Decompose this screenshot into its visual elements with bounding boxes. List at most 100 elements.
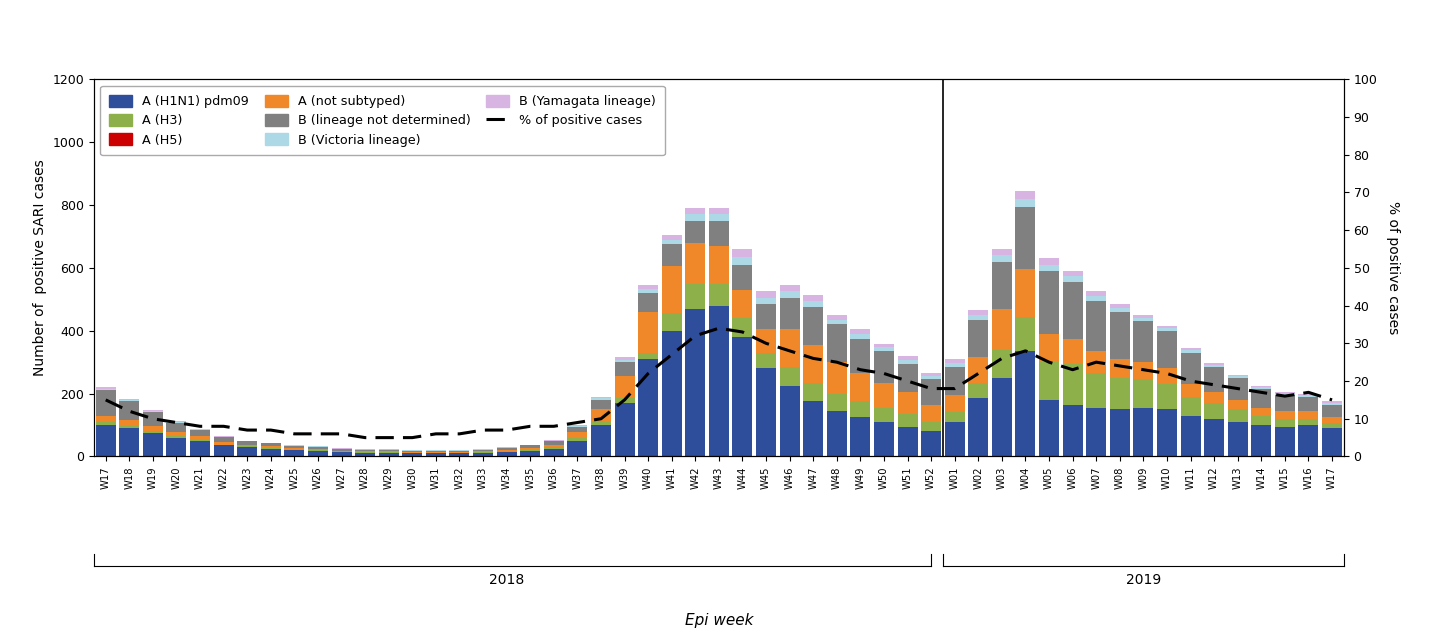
Bar — [473, 451, 493, 452]
Bar — [945, 422, 965, 456]
Bar — [733, 249, 753, 257]
Bar — [1062, 276, 1082, 282]
Bar — [95, 416, 116, 422]
Bar — [214, 442, 234, 444]
Bar — [1062, 271, 1082, 276]
Bar — [308, 447, 328, 450]
Bar — [191, 430, 210, 436]
Bar — [543, 447, 564, 449]
Bar — [1299, 411, 1318, 419]
Bar — [214, 446, 234, 456]
Bar — [1204, 367, 1224, 392]
Bar — [1157, 384, 1178, 410]
Bar — [1228, 410, 1247, 422]
Bar — [662, 240, 682, 244]
Bar — [1251, 416, 1272, 425]
Bar — [1039, 362, 1059, 400]
Bar — [449, 453, 470, 456]
Bar — [803, 382, 824, 401]
Bar — [685, 214, 705, 221]
Bar — [1087, 296, 1107, 301]
Bar — [143, 410, 163, 411]
Bar — [897, 360, 918, 364]
Bar — [1087, 373, 1107, 408]
Text: Weekly positive cases of influenza by subtype, Epi week 17/2018–2019: Weekly positive cases of influenza by su… — [17, 27, 876, 47]
Bar — [709, 221, 728, 246]
Bar — [1181, 397, 1201, 416]
Bar — [449, 451, 470, 452]
Bar — [1274, 418, 1295, 427]
Bar — [1322, 428, 1342, 456]
Bar — [237, 447, 257, 456]
Bar — [780, 292, 799, 298]
Bar — [379, 453, 399, 456]
Bar — [1204, 363, 1224, 365]
Bar — [614, 362, 634, 377]
Bar — [120, 400, 139, 401]
Bar — [120, 425, 139, 428]
Bar — [639, 353, 657, 359]
Bar — [568, 438, 588, 441]
Legend: A (H1N1) pdm09, A (H3), A (H5), A (not subtyped), B (lineage not determined), B : A (H1N1) pdm09, A (H3), A (H5), A (not s… — [100, 86, 665, 155]
Bar — [685, 243, 705, 283]
Bar — [1251, 387, 1272, 389]
Bar — [733, 257, 753, 265]
Bar — [685, 208, 705, 214]
Bar — [1062, 364, 1082, 404]
Bar — [968, 382, 988, 398]
Bar — [543, 444, 564, 447]
Bar — [850, 339, 870, 373]
Bar — [945, 367, 965, 395]
Bar — [874, 422, 894, 456]
Bar — [897, 392, 918, 414]
Bar — [639, 293, 657, 312]
Bar — [945, 359, 965, 363]
Bar — [1062, 282, 1082, 339]
Bar — [166, 423, 186, 432]
Bar — [331, 452, 351, 456]
Bar — [803, 295, 824, 301]
Bar — [662, 235, 682, 240]
Bar — [827, 320, 847, 325]
Bar — [639, 289, 657, 293]
Bar — [1157, 331, 1178, 368]
Bar — [850, 329, 870, 334]
Bar — [756, 292, 776, 298]
Bar — [1133, 362, 1153, 380]
Bar — [803, 345, 824, 382]
Bar — [1039, 400, 1059, 456]
Bar — [120, 428, 139, 456]
Bar — [497, 448, 517, 450]
Bar — [120, 401, 139, 420]
Bar — [920, 422, 941, 431]
Bar — [614, 403, 634, 456]
Bar — [95, 389, 116, 391]
Bar — [850, 373, 870, 401]
Bar — [897, 414, 918, 427]
Bar — [143, 431, 163, 433]
Bar — [1274, 395, 1295, 411]
Bar — [497, 450, 517, 451]
Bar — [497, 451, 517, 452]
Bar — [897, 364, 918, 392]
Bar — [614, 357, 634, 359]
Bar — [591, 398, 611, 400]
Bar — [709, 246, 728, 283]
Bar — [874, 351, 894, 382]
Bar — [756, 329, 776, 353]
Bar — [1204, 403, 1224, 419]
Bar — [685, 309, 705, 456]
Bar — [968, 398, 988, 456]
Bar — [237, 444, 257, 446]
Bar — [1299, 397, 1318, 411]
Bar — [95, 422, 116, 425]
Bar — [803, 307, 824, 345]
Bar — [1110, 359, 1130, 378]
Bar — [355, 450, 376, 451]
Bar — [709, 214, 728, 221]
Bar — [780, 367, 799, 385]
Bar — [1062, 404, 1082, 456]
Bar — [1181, 416, 1201, 456]
Bar — [1133, 321, 1153, 362]
Bar — [874, 408, 894, 422]
